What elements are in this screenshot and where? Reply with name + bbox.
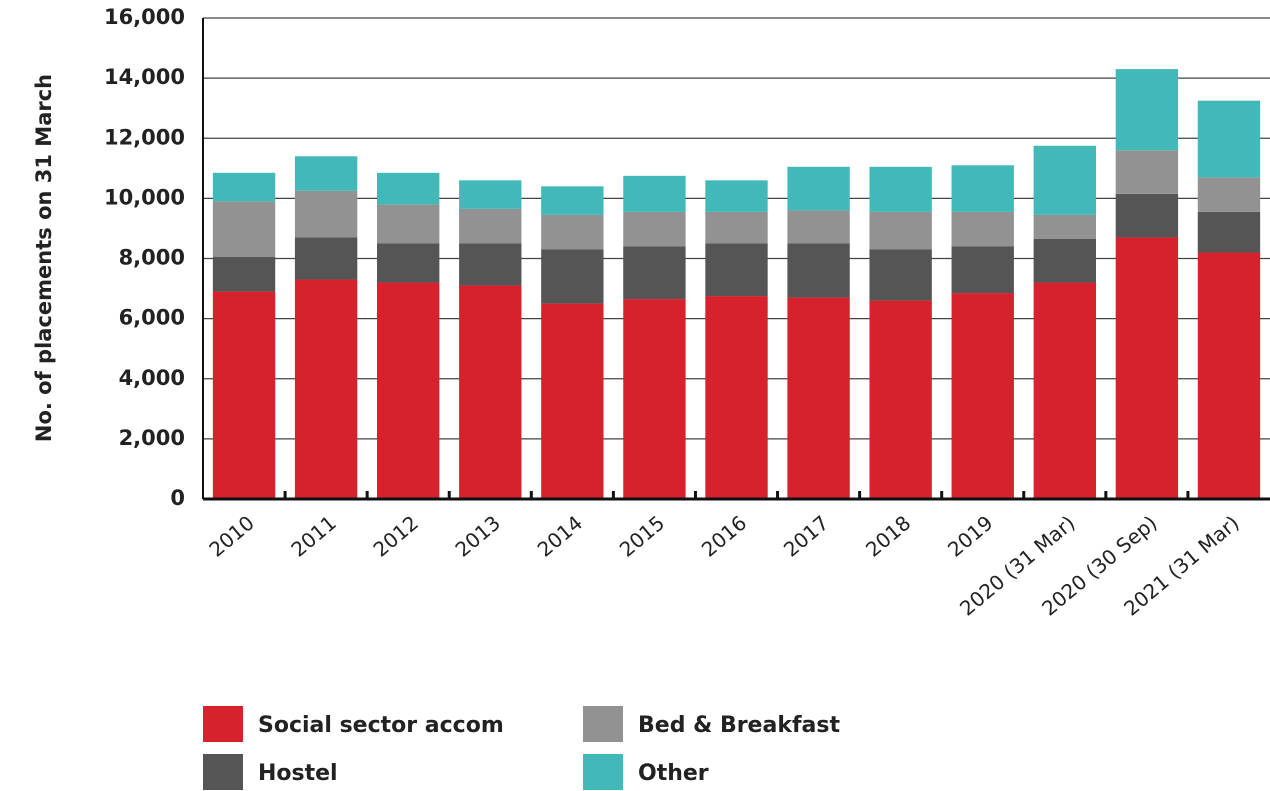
bar-segment — [623, 299, 686, 499]
y-tick-label: 14,000 — [104, 65, 185, 89]
bar-segment — [1197, 252, 1261, 499]
bar-segment — [1197, 211, 1261, 253]
x-tick-label: 2015 — [615, 511, 669, 562]
bar-segment — [869, 166, 932, 212]
bar-segment — [951, 246, 1014, 294]
legend-label: Social sector accom — [258, 713, 504, 738]
bar-segment — [541, 249, 604, 304]
x-tick-label: 2016 — [697, 511, 751, 562]
bar-segment — [869, 249, 932, 301]
bar-segment — [951, 211, 1014, 247]
x-tick-label: 2013 — [451, 511, 505, 562]
legend-swatch — [583, 754, 623, 790]
bar-segment — [1115, 193, 1179, 238]
bar-segment — [869, 300, 932, 499]
bar-segment — [787, 210, 850, 244]
bar-segment — [541, 214, 604, 250]
x-tick-label: 2014 — [533, 511, 587, 562]
bar-segment — [787, 166, 850, 211]
bar-segment — [1033, 145, 1096, 215]
bar-segment — [459, 243, 522, 286]
bar-segment — [377, 243, 440, 283]
x-tick-label: 2017 — [779, 511, 833, 562]
bar-segment — [212, 291, 276, 499]
bar-segment — [705, 180, 768, 212]
bar-segment — [459, 285, 522, 499]
bar-segment — [294, 279, 358, 499]
bar-segment — [623, 175, 686, 212]
y-tick-label: 12,000 — [104, 125, 185, 149]
y-tick-label: 8,000 — [119, 246, 185, 270]
bar-segment — [1033, 238, 1096, 283]
bar-segment — [623, 211, 686, 247]
bar-segment — [1115, 150, 1179, 194]
bar-segment — [541, 186, 604, 215]
y-tick-label: 10,000 — [104, 185, 185, 209]
bar-segment — [623, 246, 686, 300]
bar-segment — [541, 303, 604, 499]
y-tick-label: 6,000 — [119, 306, 185, 330]
bar-segment — [705, 211, 768, 244]
bar-segment — [951, 293, 1014, 499]
legend-swatch — [583, 706, 623, 742]
bar-segment — [1033, 282, 1096, 499]
legend-label: Bed & Breakfast — [638, 713, 840, 738]
bar-segment — [1033, 214, 1096, 239]
bar-segment — [294, 190, 358, 238]
x-tick-label: 2012 — [369, 511, 423, 562]
bar-segment — [1115, 237, 1179, 500]
bar-segment — [212, 256, 276, 292]
x-tick-label: 2011 — [286, 511, 340, 562]
bar-segment — [459, 208, 522, 244]
legend-swatch — [203, 706, 243, 742]
legend-swatch — [203, 754, 243, 790]
legend-label: Other — [638, 761, 709, 786]
y-tick-label: 0 — [170, 486, 185, 510]
bar-segment — [294, 237, 358, 280]
bar-segment — [377, 172, 440, 205]
bar-segment — [869, 211, 932, 250]
bar-segment — [705, 296, 768, 499]
bar-segment — [212, 172, 276, 202]
bar-segment — [377, 282, 440, 499]
legend-label: Hostel — [258, 761, 338, 786]
bar-segment — [951, 165, 1014, 212]
bar-segment — [1197, 177, 1261, 212]
bar-segment — [459, 180, 522, 209]
bar-segment — [787, 297, 850, 499]
x-tick-label: 2019 — [943, 511, 997, 562]
bar-segment — [294, 156, 358, 191]
bar-segment — [377, 204, 440, 244]
bar-segment — [212, 201, 276, 257]
y-axis-title: No. of placements on 31 March — [32, 74, 56, 442]
bar-segment — [705, 243, 768, 297]
bar-segment — [1115, 69, 1179, 151]
x-tick-label: 2010 — [204, 511, 258, 562]
bar-segment — [1197, 100, 1261, 178]
y-tick-label: 16,000 — [104, 5, 185, 29]
y-tick-label: 2,000 — [119, 426, 185, 450]
x-tick-label: 2018 — [861, 511, 915, 562]
y-tick-label: 4,000 — [119, 366, 185, 390]
bar-segment — [787, 243, 850, 298]
